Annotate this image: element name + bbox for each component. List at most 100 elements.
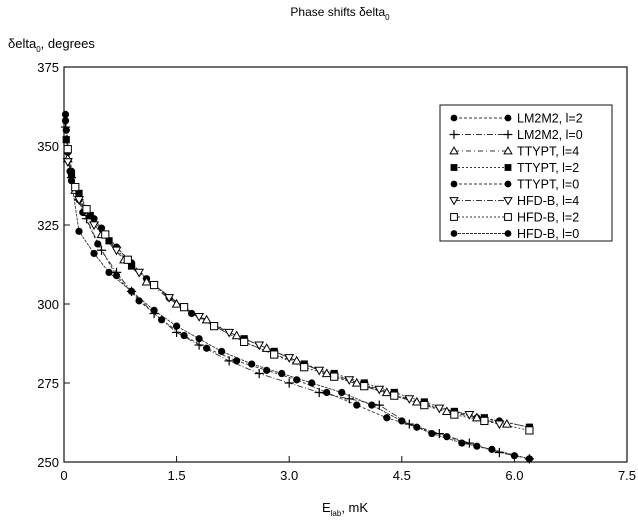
data-point	[171, 298, 182, 308]
data-point	[293, 376, 301, 384]
legend-label: TTYPT, l=4	[517, 145, 579, 159]
data-point	[105, 237, 113, 245]
data-point	[86, 211, 94, 220]
legend-marker	[504, 230, 512, 237]
legend-label: TTYPT, l=0	[517, 178, 579, 192]
series-line	[65, 126, 530, 460]
data-point	[75, 189, 83, 197]
data-point	[74, 196, 84, 205]
data-point	[263, 366, 271, 374]
data-point	[330, 372, 339, 381]
legend-marker	[503, 130, 513, 139]
data-point	[261, 343, 272, 352]
data-point	[135, 297, 143, 305]
x-tick-label: 1.5	[168, 468, 186, 483]
data-point	[284, 378, 294, 388]
series-markers	[60, 110, 535, 464]
legend-label: LM2M2, l=2	[517, 112, 583, 126]
legend-label: TTYPT, l=2	[517, 161, 579, 175]
data-point	[471, 412, 482, 422]
legend-label: HFD-B, l=0	[517, 227, 579, 241]
data-point	[404, 419, 414, 429]
data-point	[510, 452, 518, 460]
data-point	[443, 433, 451, 441]
data-point	[218, 347, 226, 355]
data-point	[224, 328, 235, 338]
chart-title: Phase shifts δelta0	[290, 5, 390, 22]
data-point	[101, 230, 110, 239]
data-point	[270, 350, 279, 359]
legend-marker	[503, 146, 513, 155]
legend-marker	[504, 213, 512, 221]
data-point	[62, 136, 70, 144]
data-point	[180, 303, 189, 312]
legend-marker	[449, 130, 459, 139]
data-point	[150, 306, 158, 314]
data-point	[383, 414, 391, 422]
x-tick-label: 7.5	[618, 468, 636, 483]
data-point	[224, 356, 234, 366]
data-point	[201, 314, 212, 324]
data-point	[428, 429, 436, 438]
data-point	[61, 117, 70, 125]
data-point	[248, 360, 256, 368]
data-point	[398, 417, 406, 425]
y-tick-label: 300	[37, 297, 59, 312]
data-point	[390, 391, 399, 400]
data-point	[90, 249, 98, 258]
legend-marker	[450, 164, 458, 171]
data-point	[494, 420, 505, 430]
data-point	[67, 177, 76, 185]
data-point	[458, 439, 466, 447]
data-point	[188, 309, 196, 318]
data-point	[344, 394, 354, 404]
data-point	[278, 369, 286, 378]
data-point	[89, 221, 99, 231]
data-point	[94, 240, 102, 248]
data-point	[374, 385, 385, 395]
data-point	[404, 395, 415, 404]
data-point	[450, 410, 459, 419]
legend-marker	[450, 230, 458, 237]
data-point	[173, 322, 181, 330]
legend-label: HFD-B, l=4	[517, 194, 579, 208]
data-point	[97, 224, 106, 232]
data-point	[231, 330, 242, 340]
x-tick-label: 4.5	[393, 468, 411, 483]
data-point	[180, 332, 188, 340]
y-tick-label: 350	[37, 139, 59, 154]
legend-marker	[450, 213, 458, 221]
data-point	[321, 368, 332, 378]
data-point	[62, 126, 70, 134]
data-point	[82, 205, 91, 214]
data-point	[525, 426, 534, 435]
plot-frame	[63, 66, 628, 463]
y-tick-label: 250	[37, 455, 59, 470]
legend-marker	[450, 180, 458, 188]
data-point	[203, 344, 211, 352]
legend-marker	[504, 180, 512, 188]
data-point	[420, 401, 429, 410]
data-point	[240, 337, 249, 347]
data-point	[323, 388, 331, 397]
data-point	[501, 418, 512, 428]
data-point	[127, 262, 136, 270]
y-tick-label: 275	[37, 376, 59, 391]
data-point	[480, 416, 489, 426]
data-point	[61, 110, 70, 118]
x-axis-label: Elab, mK	[322, 500, 368, 518]
axis-ticks: 0 1.5 3.0 4.5 6.0 7.5 250 275 300 325 350 375	[37, 60, 636, 483]
data-point	[66, 167, 74, 175]
data-point	[351, 377, 362, 387]
data-point	[314, 387, 324, 398]
x-tick-label: 0	[60, 468, 67, 483]
data-point	[353, 401, 361, 409]
data-point	[441, 406, 452, 416]
legend-marker	[449, 146, 459, 155]
data-point	[360, 382, 369, 391]
data-point	[134, 268, 145, 278]
data-point	[210, 322, 219, 331]
data-point	[71, 182, 80, 192]
data-point	[381, 387, 392, 397]
